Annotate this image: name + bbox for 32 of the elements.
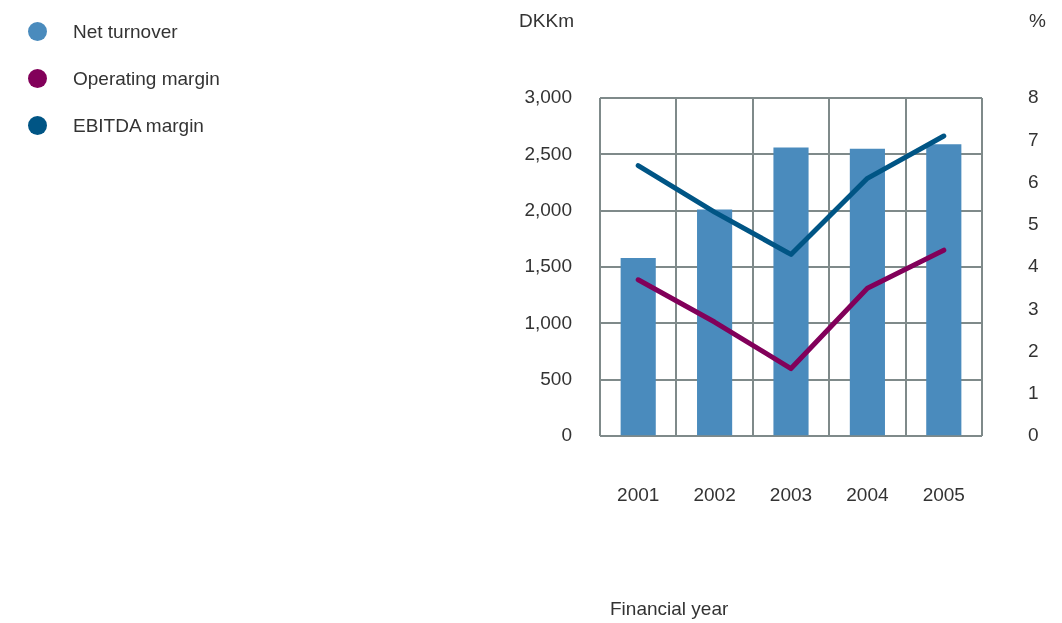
y-tick-label: 1,500 (524, 255, 572, 277)
y-tick-label: 1,000 (524, 311, 572, 333)
x-axis-title: Financial year (610, 598, 729, 620)
y-tick-label: 2,000 (524, 198, 572, 220)
y2-tick-label: 2 (1028, 339, 1039, 361)
y-axis-title: DKKm (519, 10, 574, 32)
y2-tick-label: 8 (1028, 86, 1039, 108)
y2-tick-label: 4 (1028, 255, 1039, 277)
y2-tick-label: 0 (1028, 424, 1039, 446)
y2-tick-label: 6 (1028, 170, 1039, 192)
legend-label: Operating margin (73, 67, 220, 90)
x-tick-label: 2004 (846, 483, 889, 505)
x-tick-label: 2001 (617, 483, 660, 505)
bar (773, 147, 809, 436)
y2-axis-title: % (1029, 10, 1047, 32)
legend-label: Net turnover (73, 20, 178, 43)
y2-tick-label: 3 (1028, 297, 1039, 319)
bar (697, 209, 733, 436)
bar (620, 258, 656, 436)
x-tick-label: 2005 (922, 483, 965, 505)
legend-label: EBITDA margin (73, 114, 204, 137)
y2-tick-label: 1 (1028, 382, 1039, 404)
y-tick-label: 3,000 (524, 86, 572, 108)
y2-tick-label: 7 (1028, 128, 1039, 150)
y-tick-label: 0 (561, 424, 572, 446)
y-tick-label: 500 (540, 368, 572, 390)
y2-tick-label: 5 (1028, 213, 1039, 235)
x-tick-label: 2003 (769, 483, 813, 505)
bar (926, 144, 962, 436)
bar (849, 148, 885, 436)
y-tick-label: 2,500 (524, 142, 572, 164)
x-tick-label: 2002 (693, 483, 736, 505)
